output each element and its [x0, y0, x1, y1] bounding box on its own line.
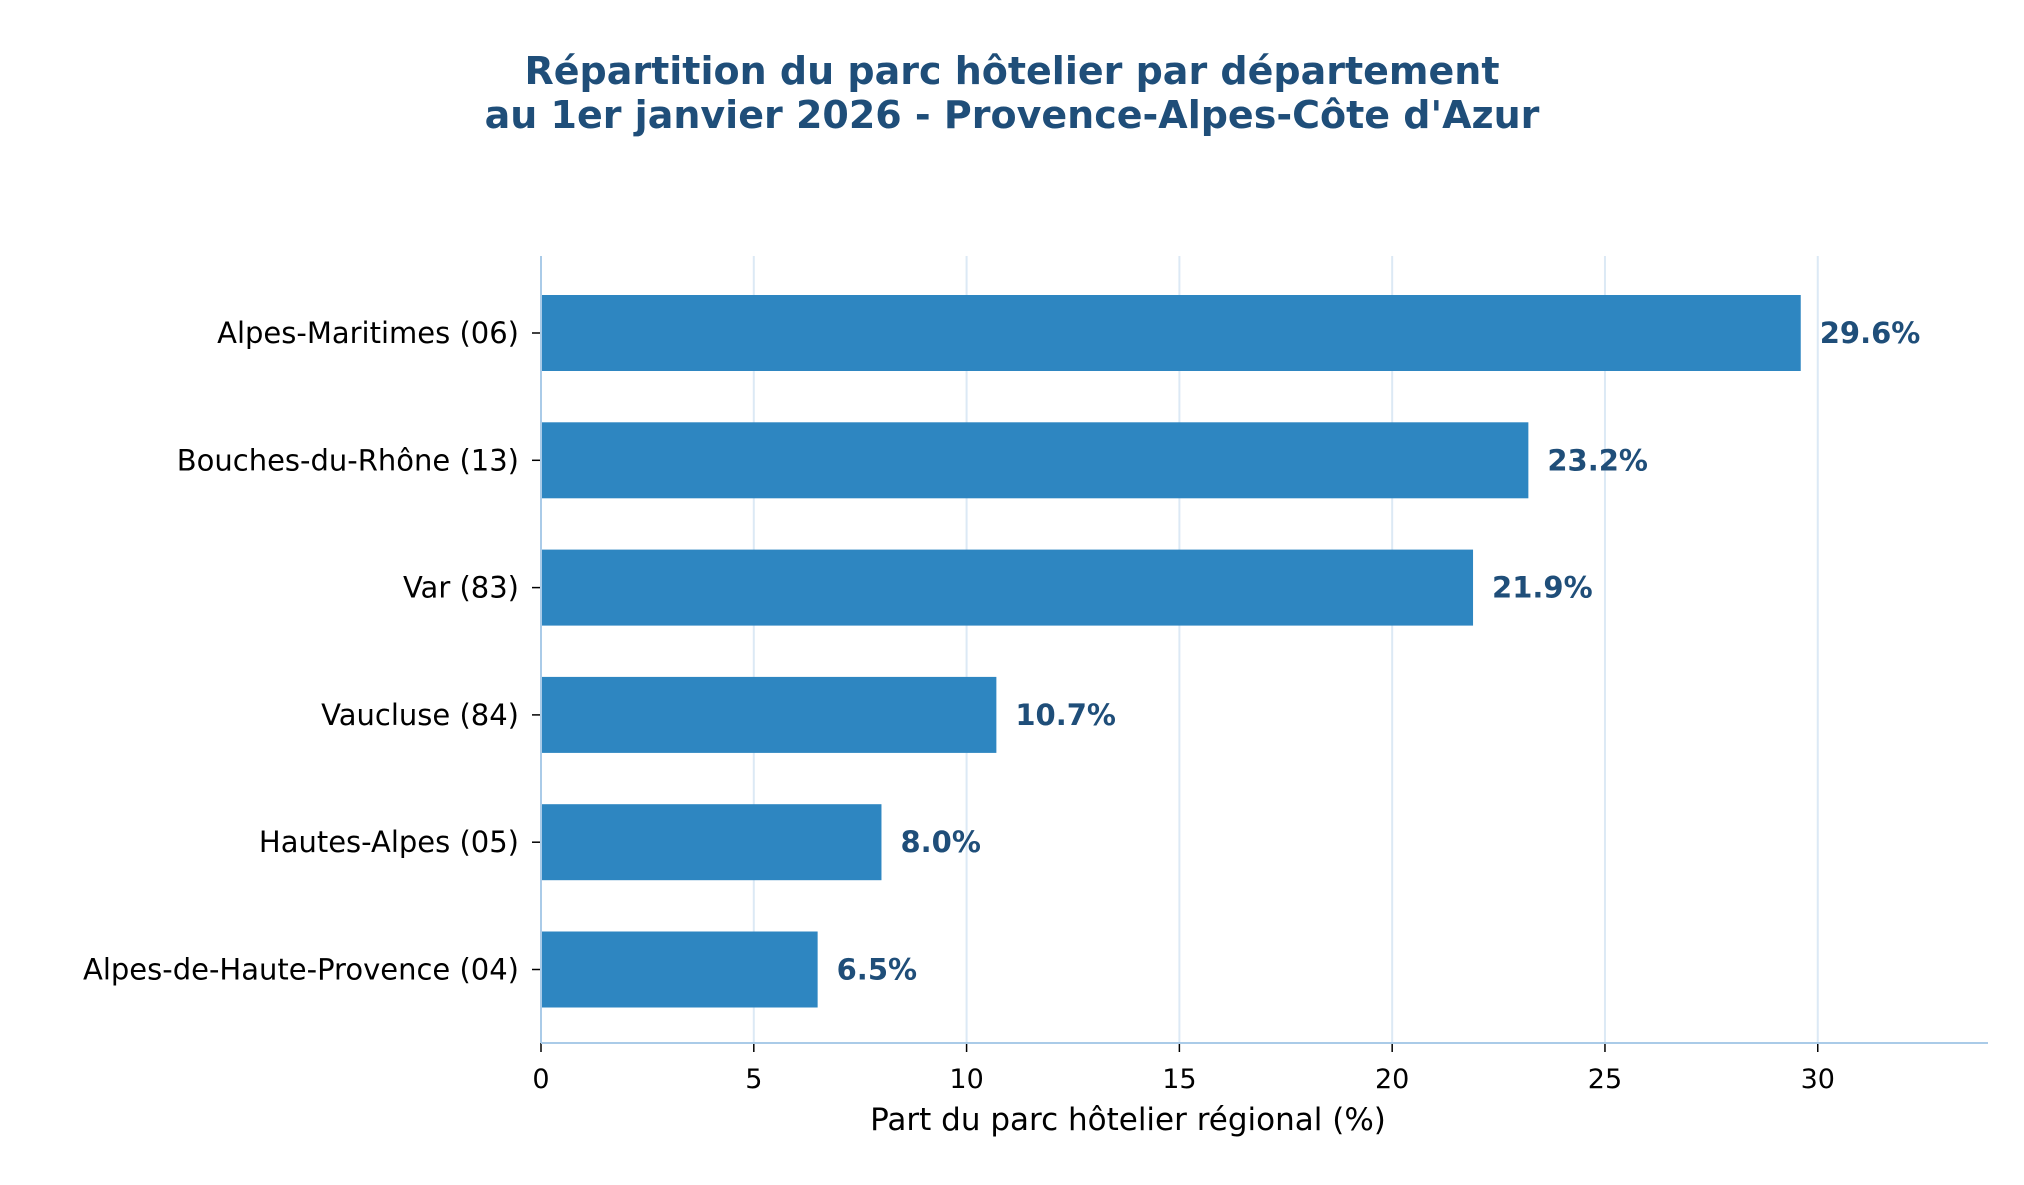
chart-subtitle: au 1er janvier 2026 - Provence-Alpes-Côt…: [485, 93, 1540, 137]
bar: [541, 549, 1474, 626]
y-category-label: Alpes-de-Haute-Provence (04): [83, 953, 519, 987]
bar-value-label: 8.0%: [900, 825, 980, 859]
y-category-label: Var (83): [403, 571, 519, 605]
bar-value-label: 21.9%: [1492, 571, 1593, 605]
bar: [541, 931, 818, 1008]
x-tick-label: 5: [745, 1064, 762, 1095]
axes: [532, 256, 1988, 1052]
bar-value-label: 6.5%: [837, 953, 917, 987]
x-tick-label: 10: [949, 1064, 983, 1095]
y-category-label: Bouches-du-Rhône (13): [177, 443, 519, 477]
bar: [541, 804, 882, 881]
x-axis-title: Part du parc hôtelier régional (%): [870, 1102, 1386, 1138]
x-tick-label: 20: [1375, 1064, 1409, 1095]
bar-value-label: 23.2%: [1547, 443, 1648, 477]
y-category-label: Vaucluse (84): [321, 698, 519, 732]
x-tick-label: 30: [1801, 1064, 1835, 1095]
chart-title: Répartition du parc hôtelier par départe…: [525, 49, 1500, 93]
x-tick-label: 0: [532, 1064, 549, 1095]
bars: [541, 295, 1801, 1008]
bar: [541, 422, 1529, 499]
y-category-label: Alpes-Maritimes (06): [217, 316, 519, 350]
x-tick-label: 15: [1162, 1064, 1196, 1095]
labels: 0 5 10 15 20 25 30 Alpes-Maritimes (06) 29.6% Bou…: [83, 316, 1920, 1095]
bar: [541, 676, 997, 753]
gridlines: [752, 256, 1819, 1043]
bar-value-label: 29.6%: [1820, 316, 1921, 350]
bar: [541, 295, 1801, 371]
y-category-label: Hautes-Alpes (05): [259, 825, 519, 859]
bar-value-label: 10.7%: [1015, 698, 1116, 732]
x-tick-label: 25: [1588, 1064, 1622, 1095]
